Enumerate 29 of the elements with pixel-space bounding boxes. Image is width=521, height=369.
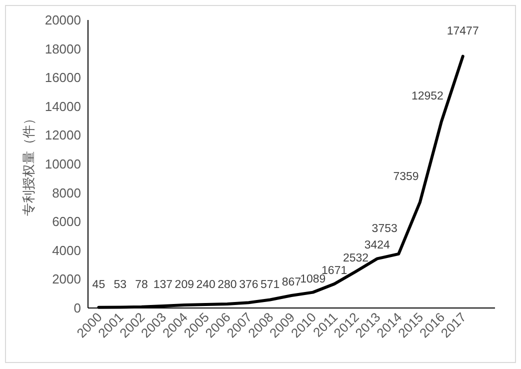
data-label: 1089 <box>300 273 326 286</box>
data-label: 45 <box>92 279 106 291</box>
y-tick-label: 4000 <box>52 242 81 258</box>
data-label: 7359 <box>393 171 419 184</box>
data-label: 53 <box>114 279 127 291</box>
data-label: 137 <box>153 279 173 291</box>
y-axis-title: 专利授权量（件） <box>21 112 36 216</box>
data-label: 78 <box>135 279 148 291</box>
data-label: 280 <box>218 279 237 291</box>
data-label: 2532 <box>342 252 369 265</box>
data-label: 867 <box>282 276 302 289</box>
y-tick-label: 18000 <box>44 41 81 56</box>
data-label: 376 <box>239 279 258 291</box>
y-tick-label: 8000 <box>52 185 81 200</box>
data-label: 240 <box>196 279 216 291</box>
y-tick-label: 10000 <box>44 156 81 172</box>
y-tick-label: 6000 <box>52 214 81 230</box>
y-tick-label: 20000 <box>44 12 81 28</box>
data-label: 209 <box>174 279 194 291</box>
data-label: 3753 <box>372 222 398 235</box>
y-tick-label: 14000 <box>44 98 81 114</box>
y-tick-label: 12000 <box>44 128 81 143</box>
y-tick-label: 2000 <box>52 272 81 287</box>
data-label: 571 <box>260 279 280 291</box>
data-label: 3424 <box>364 240 391 252</box>
y-tick-label: 16000 <box>44 70 81 86</box>
data-label: 17477 <box>446 25 479 38</box>
data-label: 12952 <box>411 90 444 102</box>
y-tick-label: 0 <box>74 300 81 316</box>
